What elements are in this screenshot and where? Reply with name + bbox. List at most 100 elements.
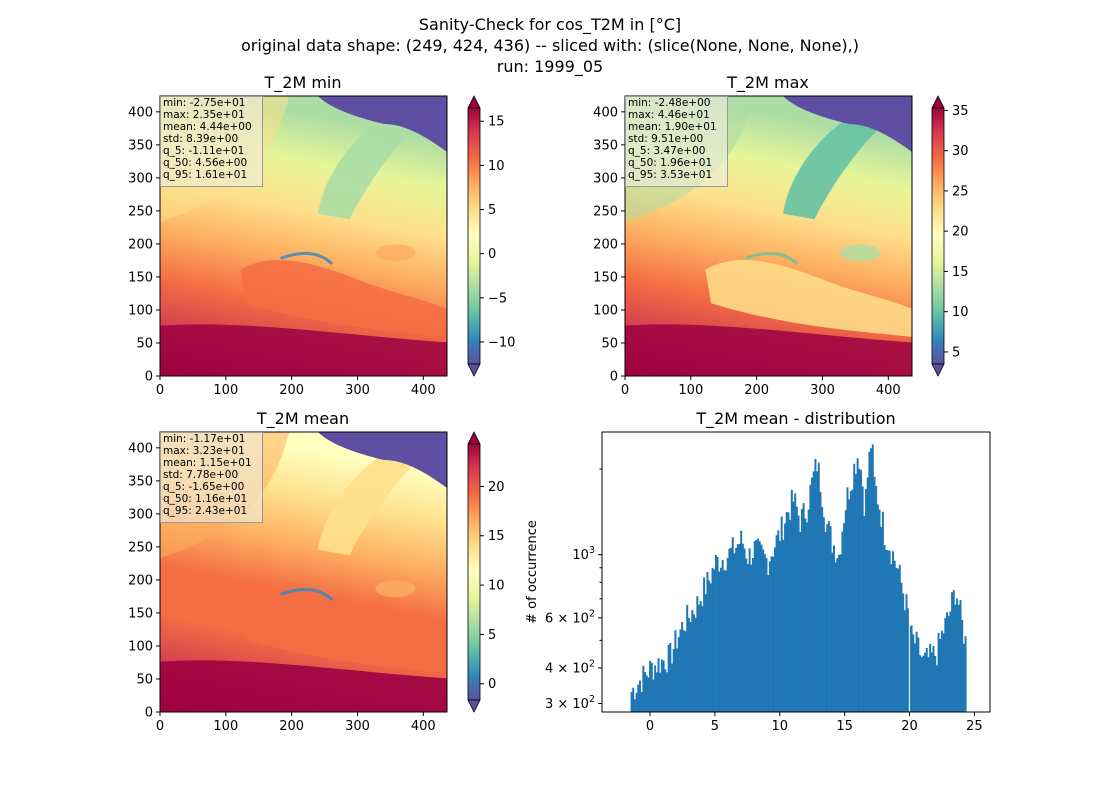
histogram-bar [917,637,920,712]
y-tick-label: 400 [593,105,618,120]
colorbar-tick-label: 15 [952,265,969,280]
histogram-bar [805,522,808,712]
histogram-bar [892,551,895,712]
histogram-bar [768,561,771,712]
x-tick-label: 200 [744,383,769,398]
histogram-bar [762,549,765,712]
y-tick-label: 250 [128,204,153,219]
axis-ticks: 0 100 200 300 400 0 50 100 150 200 250 300 350 400 [593,105,901,398]
histogram-bar [633,699,636,712]
histogram-bar [940,630,943,712]
histogram-bar [635,692,638,712]
histogram-bar [692,614,695,712]
histogram-bar [816,471,819,712]
histogram-bar [919,655,922,712]
histogram-bar [800,508,803,712]
histogram-bar [959,600,962,712]
y-tick-label: 50 [136,336,153,351]
histogram-bar [822,517,825,712]
histogram-bar [736,544,739,712]
histogram-bar [708,580,711,712]
y-tick-label: 0 [610,370,618,385]
stat-line: q_95: 2.43e+01 [163,505,247,517]
histogram-bar [642,665,645,712]
figure-title-line-2: original data shape: (249, 424, 436) -- … [241,36,859,55]
y-tick-label: 100 [128,639,153,654]
stat-line: q_50: 1.16e+01 [163,493,247,505]
plot-frame [159,431,448,713]
colorbar-tick-label: −10 [488,335,515,350]
x-tick-label: 15 [836,719,853,734]
histogram-bar [671,663,674,712]
histogram-bar [900,582,903,712]
histogram-bar [716,556,719,712]
histogram-bar [664,669,667,712]
black-sea [375,244,416,262]
histogram-bar [802,503,805,712]
histogram-bar [949,611,952,712]
histogram-bar [915,631,918,712]
colorbar-tick-label: 10 [488,579,505,594]
stat-line: q_95: 3.53e+01 [628,169,712,181]
arctic-ocean [317,96,447,152]
histogram-bar [876,504,879,712]
histogram-bar [787,512,790,712]
histogram-bar [920,657,923,712]
y-tick-label: 150 [128,270,153,285]
histogram-bar [765,558,768,712]
colorbar-tick-label: 15 [488,115,505,130]
stat-line: q_5: -1.11e+01 [163,145,244,157]
histogram-bar [632,687,635,712]
colorbar-tick-label: 15 [488,529,505,544]
histogram-bar [647,677,650,712]
histogram-bar [886,550,889,712]
figure-title-line-1: Sanity-Check for cos_T2M in [°C] [419,15,681,35]
y-tick-label: 3 × 102 [545,694,595,712]
histogram-bar [858,468,861,712]
y-axis-label: # of occurrence [525,520,540,624]
histogram-bar [961,619,964,712]
colorbar-tick-label: 25 [952,184,969,199]
panel-t2m-min: T_2M min 0 100 200 300 400050100150200250300… [128,73,515,398]
histogram-bar [875,486,878,712]
histogram-bar [883,545,886,712]
axis-ticks: 0 100 200 300 400 0 50 100 150 200 250 300 350 400 [128,441,436,734]
stat-line: q_5: 3.47e+00 [628,145,705,157]
histogram-bar [947,615,950,712]
histogram-bar [811,477,814,712]
y-tick-label: 200 [128,573,153,588]
plot-frame [624,95,913,377]
x-tick-label: 100 [213,719,238,734]
stat-line: min: -2.75e+01 [163,97,245,109]
stat-line: mean: 1.90e+01 [628,121,717,133]
y-tick-label: 350 [593,138,618,153]
plot-frame [159,95,448,377]
histogram-bar [807,509,810,712]
histogram-bar [755,539,758,712]
histogram-bar [939,638,942,712]
histogram-bar [870,448,873,712]
histogram-bar [897,568,900,712]
histogram-bar [760,544,763,712]
histogram-bar [829,526,832,712]
histogram-bar [649,660,652,712]
colorbar-extend-max [467,95,481,109]
histogram-bar [954,604,957,712]
histogram-bar [704,594,707,712]
histogram-bar [913,643,916,712]
histogram-bar [934,655,937,712]
y-tick-label: 400 [128,105,153,120]
x-tick-label: 0 [621,383,629,398]
histogram-bar [667,644,670,712]
y-tick-label: 350 [128,138,153,153]
histogram-bar [885,549,888,712]
histogram-bar [665,672,668,712]
histogram-bar [752,558,754,712]
histogram-bar [779,540,781,712]
histogram-bar [905,594,908,712]
histogram-bar [782,539,785,712]
histogram-bar [770,556,773,712]
x-tick-label: 100 [678,383,703,398]
heatmap-map [625,96,912,376]
